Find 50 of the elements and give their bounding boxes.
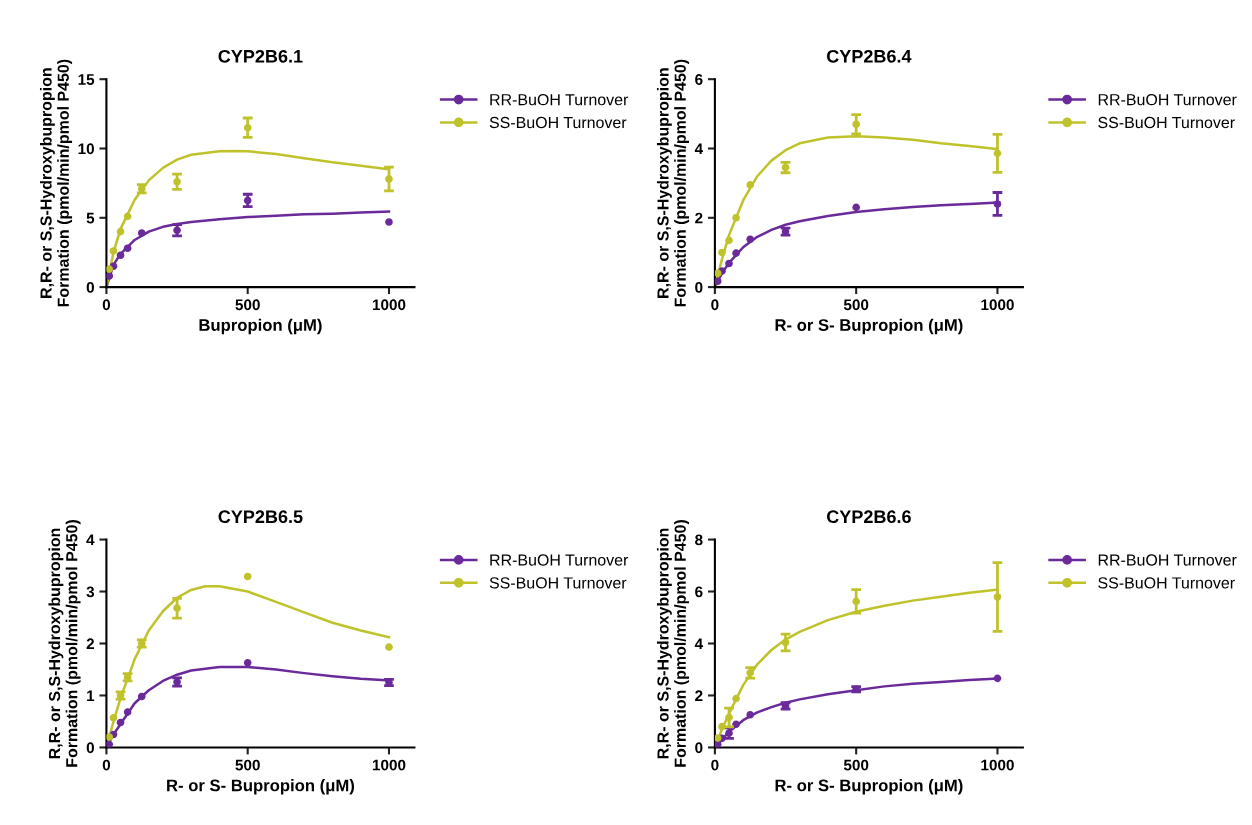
legend-label: SS-BuOH Turnover	[1098, 116, 1235, 129]
y-tick-label: 2	[695, 690, 703, 702]
y-tick-label: 6	[695, 74, 703, 85]
legend-label: SS-BuOH Turnover	[489, 116, 627, 129]
legend-label: RR-BuOH Turnover	[490, 94, 629, 106]
legend-label: SS-BuOH Turnover	[489, 577, 627, 589]
chart-title: CYP2B6.6	[826, 510, 911, 524]
y-axis-title: R,R- or S,S-Hydroxybupropion Formation (pmol/min/pmol P450)	[48, 520, 81, 767]
x-tick-label: 0	[102, 299, 111, 311]
x-axis-title: R- or S- Bupropion (μM)	[775, 318, 963, 335]
y-tick-label: 0	[695, 742, 703, 754]
x-tick-label: 500	[843, 299, 869, 311]
x-tick-label: 1000	[372, 759, 406, 771]
y-tick-label: 3	[86, 586, 95, 598]
y-tick-label: 10	[78, 143, 94, 155]
y-tick-label: 0	[86, 281, 94, 293]
x-tick-label: 1000	[981, 299, 1014, 311]
chart-title: CYP2B6.5	[218, 510, 303, 524]
y-tick-label: 5	[86, 212, 95, 224]
x-tick-label: 500	[235, 299, 260, 311]
legend-label: RR-BuOH Turnover	[490, 554, 629, 566]
y-tick-label: 0	[86, 742, 94, 754]
x-tick-label: 0	[102, 759, 111, 771]
y-tick-label: 1	[87, 690, 95, 702]
y-axis-title: R,R- or S,S-Hydroxybupropion Formation (pmol/min/pmol P450)	[656, 520, 690, 767]
legend-label: RR-BuOH Turnover	[1098, 554, 1237, 566]
x-tick-label: 1000	[981, 759, 1014, 771]
y-tick-label: 0	[695, 281, 703, 293]
y-tick-label: 4	[694, 638, 704, 650]
x-axis-title: R- or S- Bupropion (μM)	[167, 779, 355, 795]
x-tick-label: 500	[235, 759, 260, 771]
x-tick-label: 0	[711, 759, 719, 771]
y-axis-title: R,R- or S,S-Hydroxybupropion Formation (pmol/min/pmol P450)	[656, 59, 690, 307]
y-tick-label: 6	[695, 586, 703, 598]
y-tick-label: 4	[694, 143, 704, 155]
y-tick-label: 2	[86, 638, 94, 650]
y-tick-label: 15	[78, 74, 95, 85]
chart-title: CYP2B6.4	[826, 49, 912, 63]
y-tick-label: 2	[695, 212, 703, 224]
y-axis-title: R,R- or S,S-Hydroxybupropion Formation (pmol/min/pmol P450)	[39, 59, 73, 307]
x-axis-title: Bupropion (μM)	[199, 318, 322, 335]
y-tick-label: 8	[695, 534, 703, 546]
x-axis-title: R- or S- Bupropion (μM)	[775, 779, 963, 795]
legend-label: SS-BuOH Turnover	[1098, 577, 1235, 589]
legend-label: RR-BuOH Turnover	[1098, 94, 1237, 106]
y-tick-label: 4	[86, 534, 95, 546]
chart-title: CYP2B6.1	[218, 49, 303, 63]
x-tick-label: 0	[711, 299, 719, 311]
x-tick-label: 1000	[372, 299, 406, 311]
x-tick-label: 500	[843, 759, 869, 771]
